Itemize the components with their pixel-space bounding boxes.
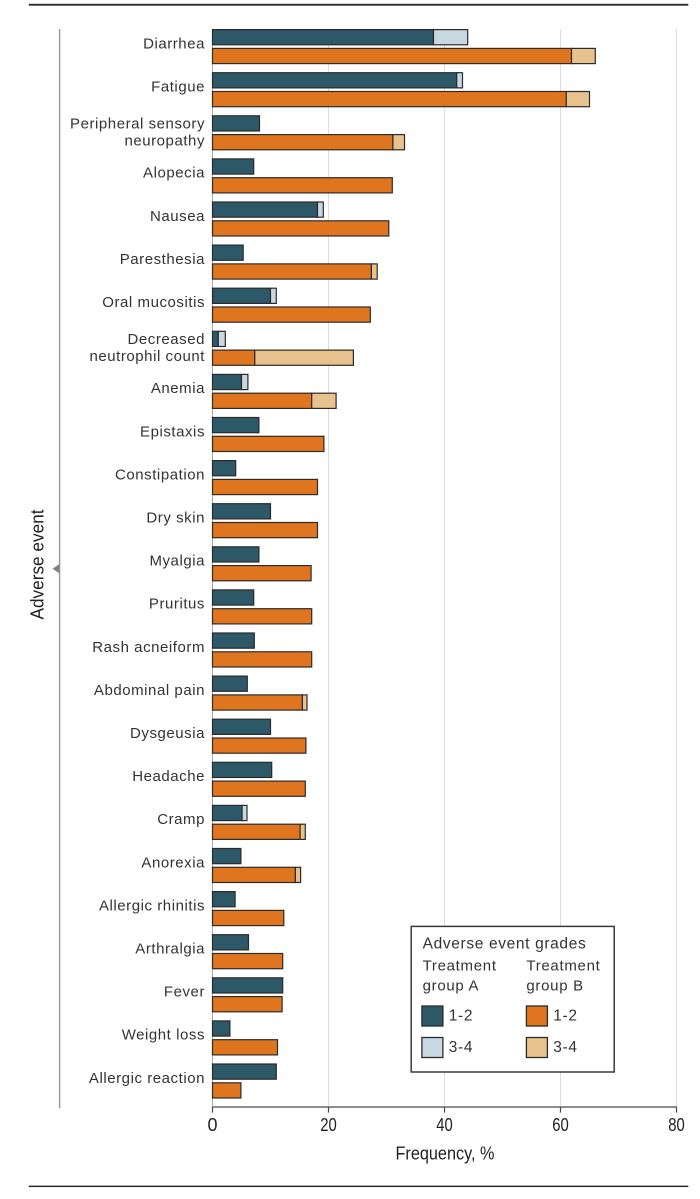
svg-text:0: 0 (207, 1115, 217, 1135)
svg-text:Fatigue: Fatigue (151, 79, 205, 96)
svg-text:Constipation: Constipation (115, 466, 205, 483)
svg-text:Myalgia: Myalgia (149, 553, 205, 570)
svg-text:Anorexia: Anorexia (141, 854, 205, 871)
svg-text:3-4: 3-4 (449, 1039, 474, 1056)
svg-text:1-2: 1-2 (553, 1007, 578, 1024)
svg-text:Peripheral sensory: Peripheral sensory (70, 116, 205, 133)
svg-text:Rash acneiform: Rash acneiform (92, 639, 205, 656)
svg-text:Oral mucositis: Oral mucositis (102, 294, 205, 311)
svg-text:1-2: 1-2 (449, 1007, 474, 1024)
svg-text:3-4: 3-4 (553, 1039, 578, 1056)
svg-text:Anemia: Anemia (151, 380, 205, 397)
svg-text:Dysgeusia: Dysgeusia (130, 725, 205, 742)
svg-text:Decreased: Decreased (128, 331, 206, 348)
svg-text:Pruritus: Pruritus (149, 596, 205, 613)
svg-text:Arthralgia: Arthralgia (135, 941, 205, 958)
svg-text:Abdominal pain: Abdominal pain (94, 682, 205, 699)
svg-text:Weight loss: Weight loss (122, 1027, 205, 1044)
svg-text:80: 80 (668, 1115, 685, 1135)
svg-text:Dry skin: Dry skin (146, 510, 205, 527)
svg-text:Alopecia: Alopecia (143, 165, 205, 182)
svg-text:Cramp: Cramp (157, 811, 205, 828)
svg-text:group B: group B (526, 978, 583, 995)
svg-text:neutrophil count: neutrophil count (89, 348, 205, 365)
svg-text:Diarrhea: Diarrhea (143, 35, 205, 52)
svg-text:40: 40 (436, 1115, 453, 1135)
svg-text:Adverse event grades: Adverse event grades (423, 935, 587, 952)
svg-text:Allergic reaction: Allergic reaction (89, 1070, 205, 1087)
svg-text:Adverse event: Adverse event (28, 510, 48, 620)
svg-text:Treatment: Treatment (423, 957, 497, 974)
svg-text:Nausea: Nausea (150, 208, 205, 225)
svg-text:Fever: Fever (164, 984, 205, 1001)
svg-text:Epistaxis: Epistaxis (140, 423, 205, 440)
svg-text:neuropathy: neuropathy (124, 133, 205, 150)
svg-text:60: 60 (552, 1115, 569, 1135)
svg-text:Allergic rhinitis: Allergic rhinitis (99, 897, 205, 914)
svg-text:20: 20 (320, 1115, 337, 1135)
svg-text:Paresthesia: Paresthesia (120, 251, 205, 268)
svg-text:group A: group A (423, 978, 480, 995)
svg-text:Headache: Headache (132, 768, 205, 785)
svg-text:Frequency, %: Frequency, % (396, 1144, 495, 1164)
svg-text:Treatment: Treatment (526, 957, 600, 974)
